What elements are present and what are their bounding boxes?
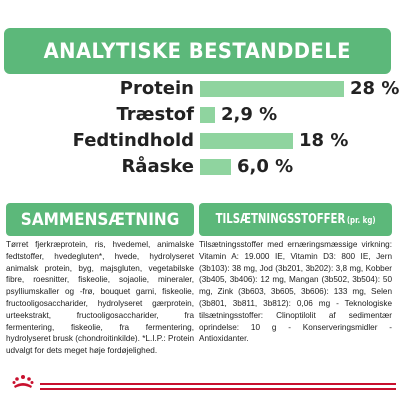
analysis-label: Træstof bbox=[116, 104, 194, 125]
composition-title: SAMMENSÆTNING bbox=[20, 209, 180, 230]
analysis-row: Råaske 6,0 % bbox=[0, 154, 400, 180]
footer-stripes bbox=[40, 383, 396, 391]
analysis-label: Protein bbox=[119, 78, 194, 99]
additives-title-wrap: TILSÆTNINGSSTOFFER (pr. kg) bbox=[216, 212, 376, 227]
analysis-bar bbox=[200, 133, 293, 149]
analysis-bar bbox=[200, 159, 231, 175]
analysis-banner: ANALYTISKE BESTANDDELE bbox=[4, 28, 391, 74]
analysis-bar bbox=[200, 107, 215, 123]
composition-text: Tørret fjerkræprotein, ris, hvedemel, an… bbox=[6, 240, 194, 356]
analysis-label: Fedtindhold bbox=[72, 130, 194, 151]
analysis-label: Råaske bbox=[121, 156, 194, 177]
royal-canin-crown-icon bbox=[12, 375, 34, 388]
additives-title: TILSÆTNINGSSTOFFER bbox=[215, 212, 346, 227]
composition-header: SAMMENSÆTNING bbox=[6, 203, 194, 236]
analysis-value: 18 % bbox=[299, 130, 349, 151]
footer-stripe bbox=[40, 383, 396, 385]
additives-unit: (pr. kg) bbox=[346, 216, 376, 226]
analysis-value: 6,0 % bbox=[237, 156, 294, 177]
analysis-row: Træstof 2,9 % bbox=[0, 102, 400, 128]
analysis-row: Fedtindhold 18 % bbox=[0, 128, 400, 154]
footer-stripe bbox=[40, 388, 396, 390]
analysis-title: ANALYTISKE BESTANDDELE bbox=[43, 39, 352, 63]
analysis-value: 2,9 % bbox=[221, 104, 278, 125]
additives-header: TILSÆTNINGSSTOFFER (pr. kg) bbox=[199, 203, 392, 236]
analysis-value: 28 % bbox=[350, 78, 400, 99]
additives-text: Tilsætningsstoffer med ernæringsmæssige … bbox=[199, 240, 392, 344]
analysis-row: Protein 28 % bbox=[0, 76, 400, 102]
analysis-bar bbox=[200, 81, 344, 97]
